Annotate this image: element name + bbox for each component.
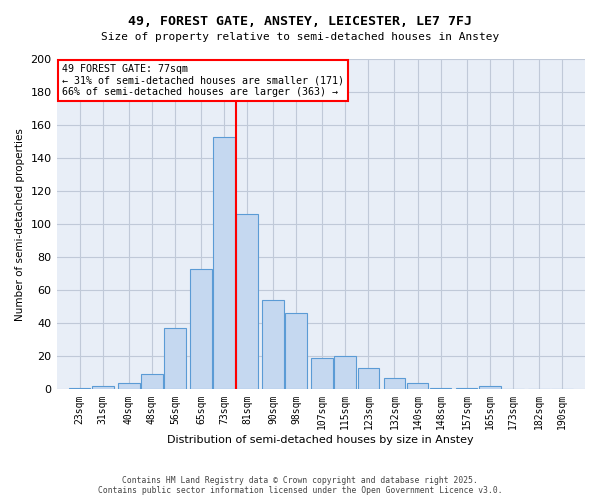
Y-axis label: Number of semi-detached properties: Number of semi-detached properties [15, 128, 25, 320]
Bar [358, 368, 379, 390]
Bar [141, 374, 163, 390]
Text: 49, FOREST GATE, ANSTEY, LEICESTER, LE7 7FJ: 49, FOREST GATE, ANSTEY, LEICESTER, LE7 … [128, 15, 472, 28]
Bar [236, 214, 258, 390]
Bar [213, 136, 235, 390]
Bar [286, 314, 307, 390]
Bar [479, 386, 500, 390]
Bar [334, 356, 356, 390]
Bar [262, 300, 284, 390]
Bar [92, 386, 113, 390]
X-axis label: Distribution of semi-detached houses by size in Anstey: Distribution of semi-detached houses by … [167, 435, 474, 445]
Bar [311, 358, 333, 390]
Bar [430, 388, 451, 390]
Bar [190, 269, 212, 390]
Bar [456, 388, 478, 390]
Text: Contains HM Land Registry data © Crown copyright and database right 2025.
Contai: Contains HM Land Registry data © Crown c… [98, 476, 502, 495]
Text: Size of property relative to semi-detached houses in Anstey: Size of property relative to semi-detach… [101, 32, 499, 42]
Bar [383, 378, 405, 390]
Bar [69, 388, 91, 390]
Text: 49 FOREST GATE: 77sqm
← 31% of semi-detached houses are smaller (171)
66% of sem: 49 FOREST GATE: 77sqm ← 31% of semi-deta… [62, 64, 344, 97]
Bar [164, 328, 186, 390]
Bar [407, 382, 428, 390]
Bar [118, 382, 140, 390]
